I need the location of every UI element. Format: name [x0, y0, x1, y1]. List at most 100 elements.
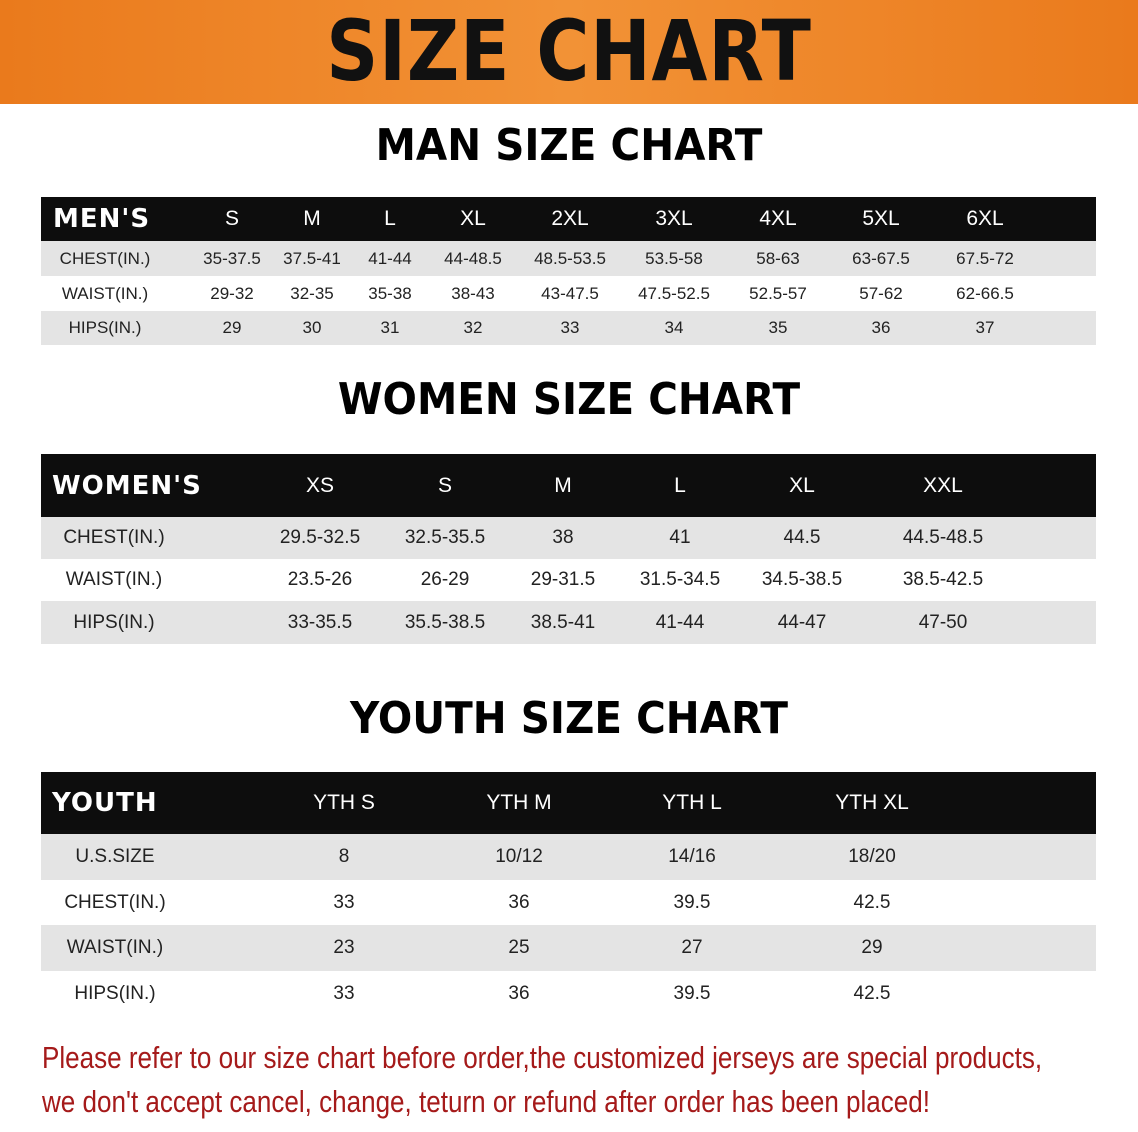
policy-note-line-1: Please refer to our size chart before or… — [42, 1040, 1043, 1075]
table-cell: 18/20 — [848, 846, 896, 867]
row-label: CHEST(IN.) — [64, 891, 166, 913]
row-label: WAIST(IN.) — [66, 937, 164, 958]
size-header-s: S — [437, 473, 453, 497]
men-section-title: MAN SIZE CHART — [375, 120, 763, 171]
table-cell: 34.5-38.5 — [761, 569, 843, 590]
table-cell: 33 — [560, 318, 580, 337]
table-cell: 63-67.5 — [852, 248, 910, 268]
table-row: HIPS(IN.) 29 30 31 32 33 34 35 36 37 — [41, 311, 1096, 345]
table-cell: 10/12 — [495, 846, 543, 867]
size-header-2xl: 2XL — [551, 207, 589, 230]
size-header-yth-s: YTH S — [313, 791, 375, 814]
table-cell: 14/16 — [668, 846, 716, 867]
table-cell: 32.5-35.5 — [404, 527, 486, 548]
table-cell: 47.5-52.5 — [638, 283, 710, 303]
table-cell: 30 — [302, 318, 322, 337]
table-cell: 37 — [975, 318, 995, 337]
size-header-xl: XL — [460, 207, 486, 230]
table-cell: 37.5-41 — [283, 248, 341, 268]
table-cell: 67.5-72 — [956, 248, 1014, 268]
table-cell: 33 — [333, 891, 355, 913]
table-cell: 57-62 — [859, 283, 903, 303]
table-cell: 26-29 — [420, 569, 470, 590]
table-cell: 29 — [222, 318, 242, 337]
table-cell: 31 — [380, 318, 400, 337]
table-cell: 27 — [681, 937, 703, 958]
table-row: WAIST(IN.) 23.5-26 26-29 29-31.5 31.5-34.5 34… — [41, 559, 1096, 601]
size-header-l: L — [384, 207, 396, 230]
size-header-4xl: 4XL — [759, 207, 797, 230]
table-cell: 29-32 — [210, 283, 254, 303]
table-cell: 23 — [333, 937, 355, 958]
table-cell: 36 — [508, 982, 530, 1004]
table-cell: 8 — [338, 846, 350, 867]
youth-size-table: YOUTH YTH S YTH M YTH L YTH XL U.S.SIZE 8 10/12… — [41, 772, 1096, 1016]
youth-header-label: YOUTH — [52, 788, 158, 818]
table-cell: 41-44 — [368, 248, 412, 268]
table-cell: 44-47 — [777, 611, 827, 633]
table-cell: 35-38 — [368, 283, 412, 303]
table-row: CHEST(IN.) 29.5-32.5 32.5-35.5 38 41 44.5 44.5… — [41, 517, 1096, 559]
table-cell: 38.5-41 — [530, 611, 596, 633]
table-cell: 44.5-48.5 — [902, 527, 984, 548]
men-size-table: MEN'S S M L XL 2XL 3XL 4XL 5XL 6XL CHEST(IN.) 35-37… — [41, 197, 1096, 345]
size-header-xl: XL — [789, 473, 815, 497]
table-cell: 38.5-42.5 — [902, 569, 984, 590]
table-cell: 38-43 — [451, 283, 495, 303]
youth-section-title: YOUTH SIZE CHART — [350, 693, 788, 744]
policy-note-line-2: we don't accept cancel, change, teturn o… — [42, 1084, 931, 1119]
size-header-m: M — [554, 473, 572, 497]
size-header-6xl: 6XL — [966, 207, 1004, 230]
row-label: CHEST(IN.) — [59, 248, 151, 268]
table-row: U.S.SIZE 8 10/12 14/16 18/20 — [41, 834, 1096, 880]
table-cell: 53.5-58 — [645, 248, 703, 268]
women-section-title: WOMEN SIZE CHART — [337, 374, 801, 425]
table-cell: 39.5 — [673, 891, 711, 913]
table-row: WAIST(IN.) 23 25 27 29 — [41, 925, 1096, 971]
youth-header-row: YOUTH YTH S YTH M YTH L YTH XL — [41, 772, 1096, 834]
row-label: HIPS(IN.) — [73, 611, 155, 633]
table-cell: 48.5-53.5 — [534, 248, 606, 268]
table-cell: 44.5 — [783, 527, 821, 548]
table-row: HIPS(IN.) 33-35.5 35.5-38.5 38.5-41 41-44 44-… — [41, 601, 1096, 644]
table-cell: 41 — [669, 527, 691, 548]
table-cell: 33-35.5 — [287, 611, 353, 633]
page-title: SIZE CHART — [326, 2, 812, 100]
table-row: HIPS(IN.) 33 36 39.5 42.5 — [41, 971, 1096, 1016]
table-cell: 52.5-57 — [749, 283, 807, 303]
row-label: HIPS(IN.) — [74, 982, 156, 1004]
row-label: U.S.SIZE — [75, 846, 155, 867]
table-cell: 32 — [463, 318, 483, 337]
table-row: CHEST(IN.) 33 36 39.5 42.5 — [41, 880, 1096, 925]
table-cell: 42.5 — [853, 891, 891, 913]
row-label: WAIST(IN.) — [61, 283, 149, 303]
table-cell: 29.5-32.5 — [279, 527, 361, 548]
men-header-row: MEN'S S M L XL 2XL 3XL 4XL 5XL 6XL — [41, 197, 1096, 241]
table-cell: 35-37.5 — [203, 248, 261, 268]
table-cell: 29-31.5 — [530, 569, 596, 590]
size-header-m: M — [303, 207, 321, 230]
women-size-table: WOMEN'S XS S M L XL XXL CHEST(IN.) 29.5-32.5 32.5… — [41, 454, 1096, 644]
table-cell: 58-63 — [756, 248, 800, 268]
table-cell: 29 — [861, 937, 883, 958]
size-header-5xl: 5XL — [862, 207, 900, 230]
table-row: CHEST(IN.) 35-37.5 37.5-41 41-44 44-48.5 48.5… — [41, 241, 1096, 276]
table-cell: 47-50 — [918, 611, 968, 633]
men-header-label: MEN'S — [53, 204, 151, 234]
table-cell: 39.5 — [673, 982, 711, 1004]
size-header-l: L — [674, 473, 686, 497]
table-cell: 44-48.5 — [444, 248, 502, 268]
row-label: WAIST(IN.) — [65, 569, 163, 590]
row-label: HIPS(IN.) — [68, 318, 142, 337]
size-header-yth-l: YTH L — [662, 791, 722, 814]
size-header-yth-xl: YTH XL — [835, 791, 909, 814]
table-cell: 31.5-34.5 — [639, 569, 721, 590]
table-cell: 23.5-26 — [287, 569, 353, 590]
table-cell: 38 — [552, 527, 574, 548]
title-banner: SIZE CHART — [0, 0, 1138, 104]
size-header-3xl: 3XL — [655, 207, 693, 230]
table-cell: 36 — [508, 891, 530, 913]
size-header-xxl: XXL — [923, 473, 963, 497]
table-cell: 33 — [333, 982, 355, 1004]
table-cell: 32-35 — [290, 283, 334, 303]
